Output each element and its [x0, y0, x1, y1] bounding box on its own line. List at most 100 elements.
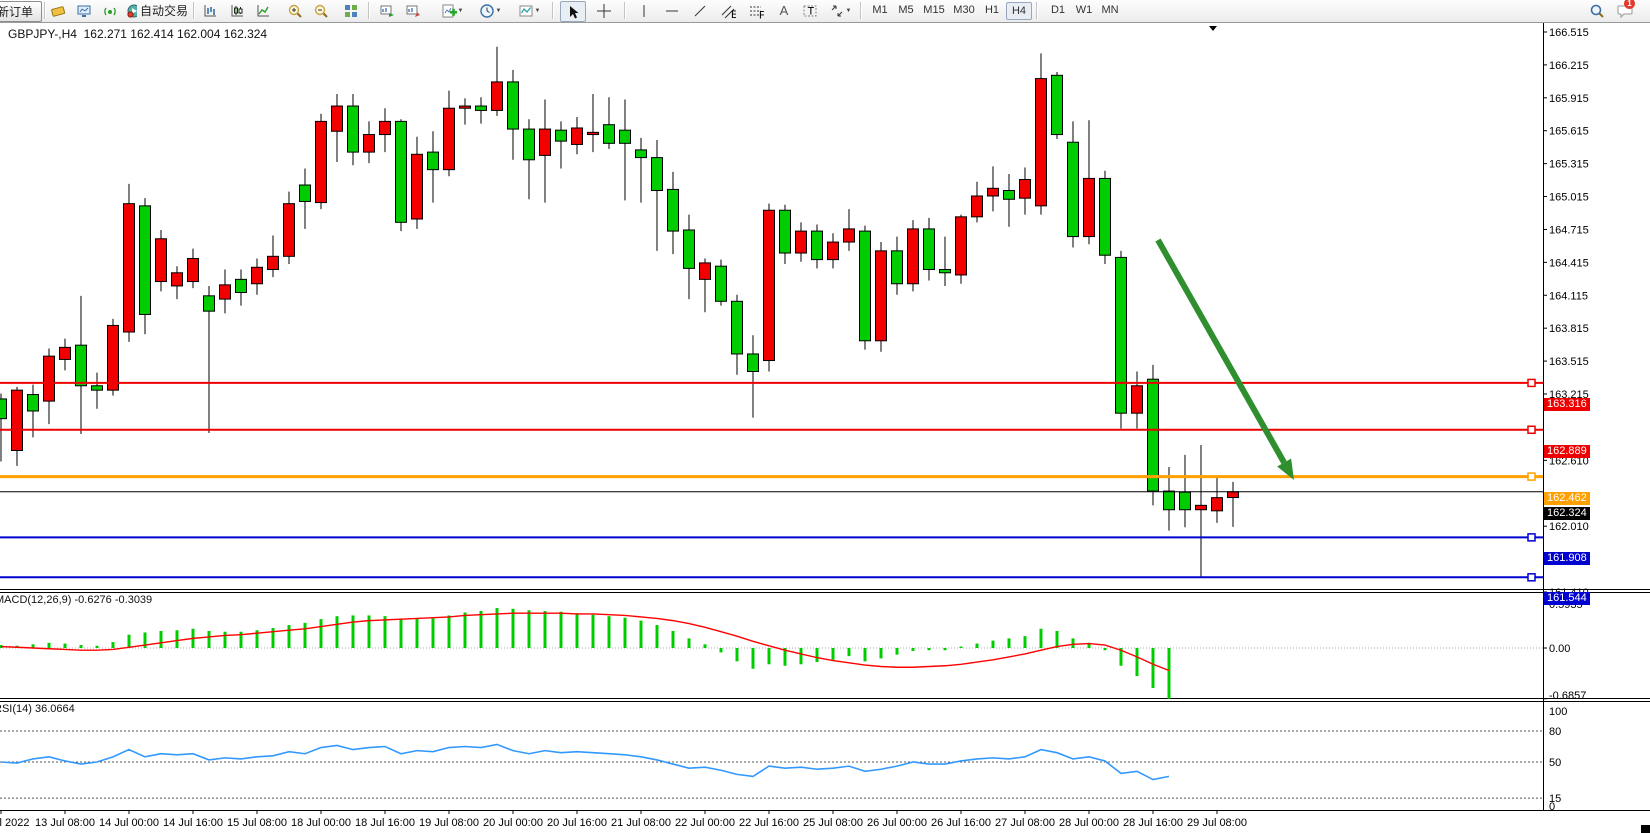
candle-body [715, 265, 727, 302]
signal-icon[interactable] [100, 1, 120, 20]
timeframe-mn[interactable]: MN [1101, 4, 1119, 16]
chat-icon[interactable]: 1 [1614, 0, 1638, 20]
autotrade-button[interactable]: 自动交易 [126, 1, 188, 20]
trend-arrow-annotation[interactable] [1155, 238, 1287, 465]
line-drag-handle[interactable] [1527, 425, 1536, 435]
equidistant-channel-icon[interactable]: E [716, 1, 740, 20]
timeframe-h1[interactable]: H1 [984, 4, 1000, 16]
timeframe-w1[interactable]: W1 [1075, 4, 1093, 16]
bar-chart-type-icon[interactable] [199, 1, 221, 20]
line-drag-handle[interactable] [1527, 472, 1536, 481]
price-axis-label: 164.715 [1549, 224, 1589, 236]
candle-body [667, 188, 679, 232]
chart-shift-marker[interactable] [1209, 26, 1217, 31]
price-line-label: 163.316 [1544, 397, 1590, 411]
candle-body [811, 230, 823, 261]
candle-body [619, 129, 631, 144]
cascade-charts-icon[interactable] [402, 1, 424, 20]
candle-body [475, 105, 487, 111]
add-indicator-icon[interactable]: ▼ [438, 1, 466, 20]
timeframe-m1[interactable]: M1 [872, 4, 888, 16]
crosshair-icon[interactable] [592, 1, 616, 20]
candle-body [1163, 490, 1175, 511]
zoom-out-icon[interactable] [310, 1, 332, 20]
cursor-icon[interactable] [560, 1, 586, 22]
vertical-line-icon[interactable] [632, 1, 656, 20]
price-chart-canvas[interactable]: 166.515 166.215 165.915 165.615 165.315 165.0… [0, 22, 1650, 833]
candle-body [395, 120, 407, 223]
timeframe-m15[interactable]: M15 [923, 4, 945, 16]
timeframe-h4[interactable]: H4 [1006, 2, 1032, 20]
new-order-icon[interactable] [48, 1, 68, 20]
fibonacci-icon[interactable]: F [744, 1, 768, 20]
timeframe-d1[interactable]: D1 [1050, 4, 1066, 16]
candle-body [1131, 385, 1143, 414]
time-axis-label: 19 Jul 08:00 [419, 817, 479, 829]
time-axis-label: 21 Jul 08:00 [611, 817, 671, 829]
macd-axis-label: 0.00 [1549, 643, 1570, 655]
candle-body [507, 81, 519, 130]
line-chart-type-icon[interactable] [252, 1, 274, 20]
price-axis-label: 165.015 [1549, 192, 1589, 204]
price-axis-label: 165.615 [1549, 126, 1589, 138]
candle-body [123, 203, 135, 333]
timeframe-m30[interactable]: M30 [953, 4, 975, 16]
autotrade-icon [127, 4, 137, 18]
arrows-icon[interactable]: ▼ [824, 1, 856, 20]
candle-body [603, 124, 615, 144]
macd-signal-line [0, 612, 1170, 672]
macd-main-value: -0.6276 [74, 594, 112, 606]
trendline-icon[interactable] [688, 1, 712, 20]
price-line-label: 161.908 [1544, 552, 1590, 566]
toolbar-separator [552, 2, 554, 19]
candle-body [1019, 179, 1031, 199]
candle-body [1035, 78, 1047, 207]
new-order-button[interactable]: 新订单 [0, 1, 42, 22]
price-axis-label: 165.915 [1549, 93, 1589, 105]
chart-window[interactable]: 166.515 166.215 165.915 165.615 165.315 165.0… [0, 22, 1650, 833]
chevron-down-icon: ▼ [845, 7, 852, 14]
horizontal-line-icon[interactable] [660, 1, 684, 20]
text-icon[interactable]: A [779, 3, 789, 18]
candle-body [875, 250, 887, 342]
candle-body [235, 278, 247, 294]
price-line-label: 162.462 [1544, 491, 1590, 505]
line-drag-handle[interactable] [1527, 533, 1536, 542]
candle-body [891, 250, 903, 285]
chevron-down-icon: ▼ [495, 7, 502, 14]
timeframe-m5[interactable]: M5 [898, 4, 914, 16]
zoom-in-icon[interactable] [284, 1, 306, 20]
macd-axis-label: -0.6857 [1549, 690, 1586, 702]
toolbar-separator [368, 2, 370, 19]
periods-clock-icon[interactable]: ▼ [476, 1, 504, 20]
tile-windows-icon[interactable] [340, 1, 362, 20]
candle-body [763, 209, 775, 362]
candle-body [539, 128, 551, 156]
toolbar-separator [1036, 2, 1038, 19]
candle-body [411, 153, 423, 220]
candle-body [459, 105, 471, 109]
candle-body [1003, 190, 1015, 200]
price-axis-label: 164.415 [1549, 257, 1589, 269]
candle-body [491, 81, 503, 111]
candle-body [987, 187, 999, 197]
toolbar-separator [860, 2, 862, 19]
candle-body [427, 151, 439, 171]
line-drag-handle[interactable] [1527, 573, 1536, 582]
candle-body [923, 228, 935, 270]
arrange-charts-icon[interactable] [376, 1, 398, 20]
rsi-axis-label: 50 [1549, 757, 1561, 769]
text-label-icon[interactable]: T [798, 1, 822, 20]
charts-icon[interactable] [74, 1, 94, 20]
candlestick-type-icon[interactable] [226, 1, 248, 20]
template-icon[interactable]: ▼ [514, 1, 544, 20]
search-icon[interactable] [1586, 1, 1608, 20]
candle-body [859, 230, 871, 342]
time-axis-label: 29 Jul 08:00 [1187, 817, 1247, 829]
candle-body [699, 262, 711, 280]
rsi-name: RSI(14) [0, 703, 32, 715]
line-drag-handle[interactable] [1527, 378, 1536, 388]
candle-body [571, 127, 583, 145]
symbol-period-label: GBPJPY-,H4 [8, 27, 77, 41]
